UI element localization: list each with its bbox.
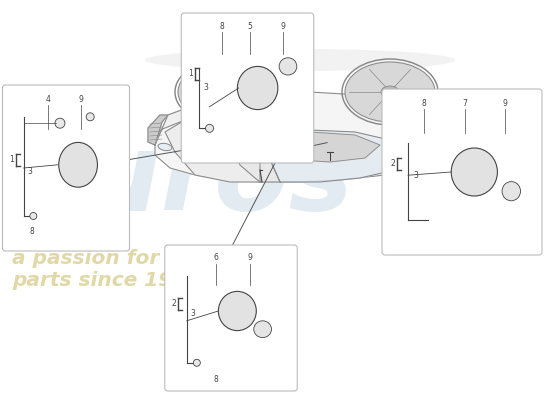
- Ellipse shape: [238, 66, 278, 110]
- Text: 7: 7: [463, 99, 468, 108]
- Text: 3: 3: [414, 171, 418, 180]
- FancyBboxPatch shape: [3, 85, 129, 251]
- Text: 9: 9: [503, 99, 508, 108]
- Ellipse shape: [218, 291, 256, 330]
- Text: 1: 1: [188, 69, 193, 78]
- Ellipse shape: [381, 86, 399, 98]
- Ellipse shape: [212, 87, 228, 97]
- Text: 8: 8: [30, 228, 35, 236]
- Text: 3: 3: [191, 309, 195, 318]
- Polygon shape: [155, 92, 455, 182]
- Polygon shape: [232, 130, 280, 182]
- Text: 3: 3: [204, 84, 208, 92]
- Text: a passion for
parts since 1985: a passion for parts since 1985: [12, 250, 200, 290]
- Text: 8: 8: [213, 375, 218, 384]
- Circle shape: [30, 212, 37, 220]
- Polygon shape: [165, 106, 260, 182]
- Text: 5: 5: [248, 22, 252, 30]
- Polygon shape: [260, 105, 280, 115]
- Ellipse shape: [451, 148, 497, 196]
- Text: 9: 9: [248, 253, 252, 262]
- Text: 6: 6: [213, 253, 218, 262]
- FancyBboxPatch shape: [382, 89, 542, 255]
- Ellipse shape: [279, 58, 297, 75]
- Ellipse shape: [59, 142, 97, 187]
- Ellipse shape: [145, 49, 455, 71]
- Circle shape: [86, 113, 94, 121]
- Ellipse shape: [502, 182, 520, 201]
- Polygon shape: [148, 115, 168, 145]
- Text: 2: 2: [172, 300, 177, 308]
- Circle shape: [194, 359, 200, 366]
- Text: 3: 3: [28, 167, 32, 176]
- Circle shape: [55, 118, 65, 128]
- Polygon shape: [155, 95, 260, 145]
- Text: 8: 8: [220, 22, 224, 30]
- Polygon shape: [390, 115, 455, 170]
- Text: euros: euros: [10, 127, 353, 233]
- Text: 4: 4: [46, 95, 50, 104]
- FancyBboxPatch shape: [165, 245, 297, 391]
- Text: 1: 1: [9, 156, 14, 164]
- Polygon shape: [268, 130, 395, 182]
- Text: 8: 8: [421, 99, 426, 108]
- Polygon shape: [280, 132, 380, 162]
- Ellipse shape: [254, 321, 272, 338]
- Text: 9: 9: [78, 95, 83, 104]
- Ellipse shape: [345, 62, 435, 122]
- Text: 9: 9: [280, 22, 285, 30]
- FancyBboxPatch shape: [182, 13, 314, 163]
- Circle shape: [206, 124, 213, 132]
- Ellipse shape: [158, 143, 172, 151]
- Ellipse shape: [178, 64, 262, 120]
- Text: 2: 2: [390, 160, 395, 168]
